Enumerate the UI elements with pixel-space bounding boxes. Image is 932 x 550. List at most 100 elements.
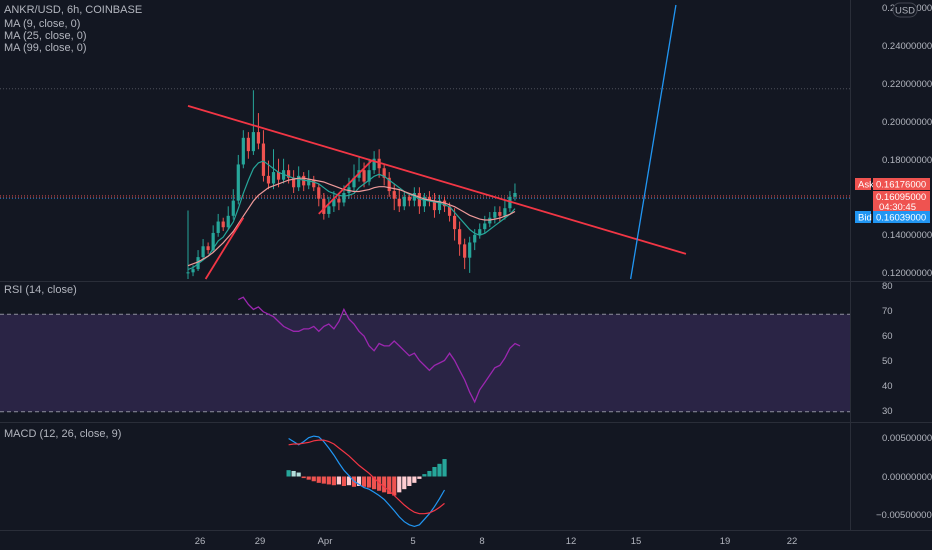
candle [206, 242, 210, 254]
candle-body [327, 206, 331, 214]
bid-tag: Bid 0.16039000 [855, 211, 930, 224]
macd-histogram-bar [321, 476, 326, 484]
candle-body [473, 234, 477, 243]
macd-tick-label: 0.00000000 [882, 472, 932, 483]
candle-body [236, 164, 240, 201]
candle [483, 215, 487, 233]
ma25-legend[interactable]: MA (25, close, 0) [4, 30, 87, 42]
macd-histogram-bar [366, 476, 372, 488]
candle-body [287, 170, 291, 178]
macd-histogram-bar [417, 476, 422, 479]
candle [397, 189, 401, 213]
macd-histogram-bar [356, 476, 362, 487]
time-axis[interactable]: 26 29 Apr 5 8 12 15 19 22 [195, 536, 798, 547]
macd-histogram-bar [397, 476, 402, 493]
candle-body [307, 179, 311, 186]
macd-histogram-bar [407, 476, 412, 487]
candle-body [397, 198, 401, 207]
candle-body [201, 246, 205, 258]
candle-body [498, 212, 502, 216]
rsi-tick-label: 60 [882, 331, 893, 342]
ask-tag-value: 0.16176000 [876, 180, 926, 191]
candle [251, 90, 255, 155]
candle-body [191, 269, 195, 273]
symbol-legend[interactable]: ANKR/USD, 6h, COINBASE MA (9, close, 0) … [4, 4, 142, 54]
candle-body [483, 223, 487, 230]
trendline-projection [629, 4, 677, 280]
candle [201, 239, 205, 260]
candle [261, 130, 266, 182]
candle [437, 194, 442, 214]
candle-body [463, 244, 467, 258]
price-pane[interactable] [0, 4, 850, 280]
candle-body [437, 200, 442, 211]
macd-signal-line [288, 439, 445, 515]
candle [432, 192, 437, 218]
candle-body [392, 191, 396, 199]
candle [186, 210, 190, 279]
candle-body [292, 177, 296, 188]
price-tick-label: 0.22000000 [882, 79, 932, 90]
candle-body [387, 177, 391, 192]
price-tick-label: 0.14000000 [882, 230, 932, 241]
candle [387, 172, 391, 197]
time-tick-label: 22 [787, 536, 798, 547]
candle [226, 206, 230, 230]
candle [241, 130, 245, 169]
candle [498, 206, 502, 222]
candle [392, 183, 396, 211]
macd-histogram-bar [291, 470, 296, 477]
candle [493, 206, 497, 224]
candle [292, 170, 296, 193]
candle-body [508, 196, 512, 209]
ask-tag-label: Ask [858, 180, 874, 191]
symbol-title[interactable]: ANKR/USD, 6h, COINBASE [4, 4, 142, 16]
candle [447, 202, 452, 222]
ma99-legend[interactable]: MA (99, close, 0) [4, 42, 87, 54]
macd-histogram-bar [361, 476, 367, 487]
rsi-tick-label: 80 [882, 281, 893, 292]
macd-histogram-bar [301, 476, 306, 479]
last-price-value: 0.16095000 [876, 192, 926, 203]
macd-pane[interactable] [286, 435, 447, 528]
bid-tag-value: 0.16039000 [876, 213, 926, 224]
candle-body [513, 192, 517, 197]
candle [382, 164, 386, 186]
macd-axis[interactable]: 0.00500000 0.00000000 −0.00500000 [876, 433, 932, 521]
candle-body [251, 132, 255, 152]
candle [211, 225, 215, 252]
rsi-tick-label: 70 [882, 306, 893, 317]
candle [327, 196, 331, 218]
candle [322, 192, 326, 220]
rsi-axis[interactable]: 80 70 60 50 40 30 [882, 281, 893, 417]
macd-histogram-bar [402, 476, 407, 490]
candle [317, 183, 321, 207]
candle-body [478, 229, 482, 235]
candle-body [246, 137, 250, 152]
macd-histogram-bar [427, 470, 432, 477]
rsi-legend[interactable]: RSI (14, close) [4, 284, 77, 296]
ma9-legend[interactable]: MA (9, close, 0) [4, 18, 80, 30]
candle-body [216, 221, 220, 233]
macd-histogram-bar [392, 476, 397, 496]
rsi-line [238, 296, 521, 404]
candle-body [312, 179, 316, 188]
candle [407, 192, 411, 207]
macd-histogram-bar [296, 472, 301, 477]
candle-body [337, 198, 341, 203]
rsi-pane[interactable] [0, 296, 850, 413]
candle-body [422, 196, 427, 207]
currency-badge[interactable]: USD [892, 2, 918, 18]
macd-histogram-bar [331, 476, 336, 486]
macd-legend[interactable]: MACD (12, 26, close, 9) [4, 428, 121, 440]
candle-body [297, 175, 301, 188]
candle [231, 189, 235, 220]
ma9-line [187, 160, 516, 271]
candle-body [317, 187, 321, 199]
candle-body [221, 221, 225, 228]
candle [221, 217, 225, 232]
candle-body [452, 215, 457, 230]
macd-histogram-bar [412, 476, 417, 483]
candle [246, 132, 250, 159]
